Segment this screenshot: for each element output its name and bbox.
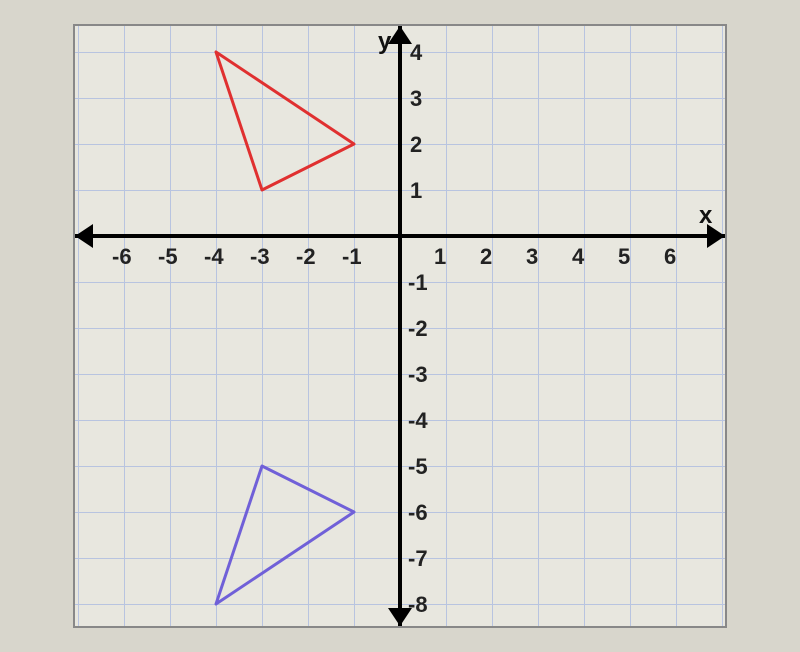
shapes-overlay [75, 26, 725, 626]
triangle-purple [216, 466, 354, 604]
coordinate-plane-chart: -6-5-4-3-2-11234561234-1-2-3-4-5-6-7-8yx [73, 24, 727, 628]
triangle-red [216, 52, 354, 190]
